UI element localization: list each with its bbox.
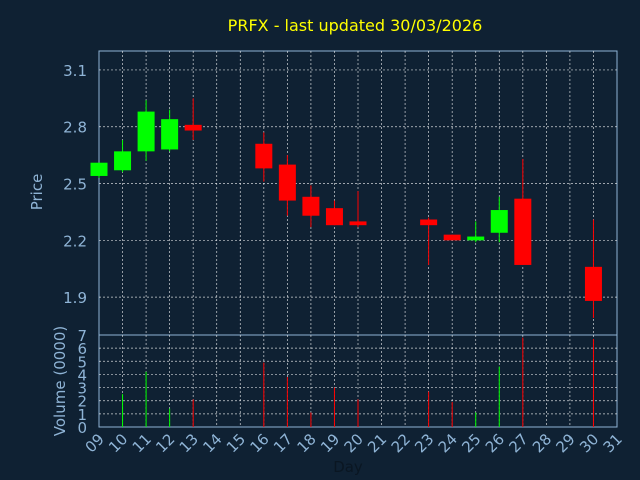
candle: [90, 162, 108, 178]
candle: [255, 132, 273, 182]
volume-tick-label: 6: [77, 340, 87, 358]
candle: [137, 100, 155, 161]
x-tick-label: 27: [505, 430, 531, 456]
candle-body: [325, 208, 343, 226]
candle: [302, 185, 320, 228]
x-tick-label: 24: [435, 430, 461, 456]
candle-body: [420, 219, 438, 226]
candle: [467, 221, 485, 243]
price-axis-label: Price: [28, 174, 46, 211]
candle: [184, 98, 202, 140]
candle-body: [467, 236, 485, 241]
candle: [584, 219, 602, 318]
candle-body: [302, 196, 320, 216]
candle-body: [490, 210, 508, 233]
x-tick-label: 30: [576, 430, 602, 456]
volume-tick-label: 3: [77, 380, 87, 398]
x-tick-label: 18: [294, 430, 320, 456]
candle: [161, 109, 179, 152]
x-tick-label: 22: [388, 430, 414, 456]
x-tick-label: 25: [458, 430, 484, 456]
candle-body: [90, 162, 108, 176]
candle-body: [184, 124, 202, 131]
price-tick-label: 2.5: [63, 176, 87, 194]
candle: [114, 139, 132, 173]
volume-tick-label: 4: [77, 366, 87, 384]
candle-body: [137, 111, 155, 152]
candle-body: [349, 221, 367, 226]
x-tick-label: 26: [482, 430, 508, 456]
volume-axis-label: Volume (0000): [51, 326, 69, 436]
price-tick-label: 1.9: [63, 289, 87, 307]
candle: [349, 191, 367, 228]
x-tick-label: 12: [152, 430, 178, 456]
x-tick-label: 23: [411, 430, 437, 456]
volume-tick-label: 7: [77, 327, 87, 345]
candle: [278, 155, 296, 216]
x-tick-label: 15: [223, 430, 249, 456]
x-tick-label: 16: [246, 430, 272, 456]
candle: [420, 217, 438, 265]
candle-body: [161, 119, 179, 150]
x-tick-label: 17: [270, 430, 296, 456]
x-tick-label: 14: [199, 430, 225, 456]
candle-body: [278, 164, 296, 201]
price-tick-label: 2.8: [63, 119, 87, 137]
x-tick-label: 11: [129, 430, 155, 456]
candle-body: [443, 234, 461, 241]
x-axis-label: Day: [333, 458, 363, 476]
x-tick-label: 29: [553, 430, 579, 456]
x-tick-label: 20: [341, 430, 367, 456]
candles: [90, 98, 602, 318]
candle: [490, 196, 508, 243]
x-tick-label: 21: [364, 430, 390, 456]
volume-tick-label: 2: [77, 393, 87, 411]
price-tick-label: 3.1: [63, 62, 87, 80]
x-tick-label: 31: [600, 430, 626, 456]
volume-tick-label: 1: [77, 406, 87, 424]
candle: [443, 234, 461, 241]
x-tick-label: 10: [105, 430, 131, 456]
chart-title: PRFX - last updated 30/03/2026: [228, 16, 483, 35]
price-y-ticks: 1.9 2.2 2.5 2.8 3.1: [63, 62, 87, 307]
volume-tick-label: 0: [77, 419, 87, 437]
x-ticks: 0910111213141516171819202122232425262728…: [82, 430, 626, 456]
candle: [325, 200, 343, 226]
x-tick-label: 28: [529, 430, 555, 456]
candle-body: [114, 151, 132, 171]
volume-bars: [122, 337, 594, 427]
candle-body: [584, 266, 602, 301]
candle: [514, 158, 532, 265]
x-tick-label: 13: [176, 430, 202, 456]
candle-body: [255, 143, 273, 169]
volume-tick-label: 5: [77, 353, 87, 371]
candle-body: [514, 198, 532, 265]
price-tick-label: 2.2: [63, 232, 87, 250]
x-tick-label: 19: [317, 430, 343, 456]
